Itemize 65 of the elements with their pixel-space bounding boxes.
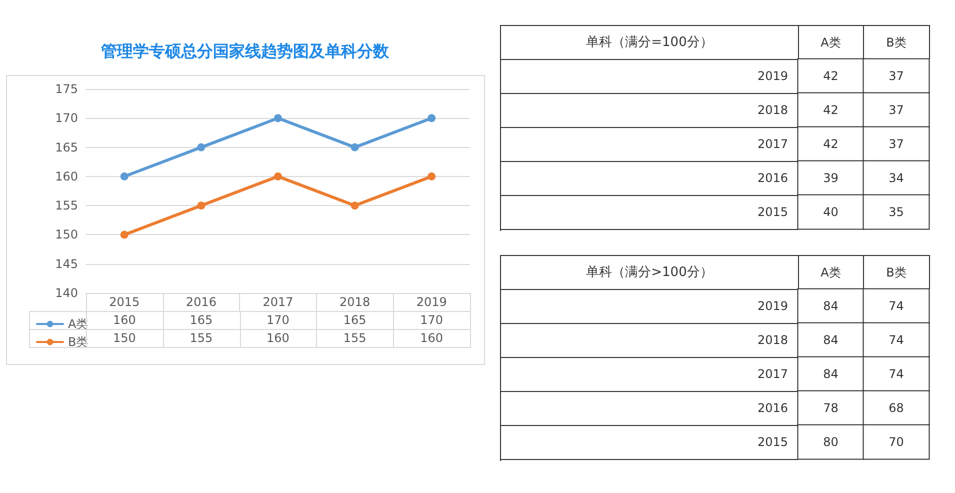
- x-tick-label: 2018: [340, 295, 370, 309]
- y-tick-label: 2018: [757, 333, 788, 347]
- x-tick-label: 2017: [262, 295, 294, 309]
- data-label: 42: [823, 103, 838, 117]
- data-label: 42: [823, 69, 838, 83]
- x-tick-label: 2015: [109, 295, 140, 309]
- data-label: 37: [888, 103, 904, 117]
- x-tick-label: 2019: [416, 295, 447, 309]
- point: [274, 172, 282, 180]
- data-label: 70: [888, 435, 904, 449]
- data-label: 160: [420, 330, 444, 347]
- data-label: 170: [266, 312, 290, 329]
- y-tick-label: 175: [55, 82, 78, 96]
- y-tick-label: 2016: [757, 401, 788, 415]
- data-label: 170: [420, 312, 444, 329]
- data-label: 39: [823, 171, 838, 185]
- data-label: 35: [888, 205, 904, 219]
- data-label: 74: [888, 299, 904, 313]
- y-tick-label: 170: [55, 111, 78, 126]
- y-tick-label: 2016: [757, 171, 788, 185]
- data-label: 34: [888, 171, 904, 185]
- data-label: 165: [190, 312, 213, 329]
- y-tick-label: 150: [55, 228, 78, 242]
- point: [120, 230, 128, 239]
- data-label: 155: [343, 330, 366, 347]
- data-label: 165: [343, 312, 366, 329]
- data-label: 155: [190, 330, 213, 347]
- point: [350, 202, 359, 210]
- y-tick-label: 2018: [757, 103, 788, 117]
- data-label: 42: [823, 137, 838, 151]
- y-tick-label: 140: [55, 286, 78, 300]
- point: [120, 172, 128, 180]
- y-tick-label: 155: [55, 198, 78, 213]
- point: [350, 143, 359, 152]
- data-label: 84: [823, 333, 838, 347]
- data-label: 78: [823, 401, 838, 415]
- point: [428, 114, 436, 122]
- data-label: 37: [888, 69, 904, 83]
- x-tick-label: 2016: [186, 295, 216, 309]
- y-tick-label: 2015: [757, 435, 788, 449]
- point: [428, 172, 436, 180]
- y-axis-title: 单科（满分>100分）: [586, 265, 713, 280]
- data-label: 84: [823, 367, 838, 381]
- y-tick-label: 2015: [757, 205, 788, 219]
- data-label: 37: [888, 137, 904, 151]
- data-label: 160: [112, 312, 136, 329]
- y-tick-label: 160: [55, 169, 78, 184]
- data-label: 74: [888, 367, 904, 381]
- data-label: 160: [266, 330, 290, 347]
- data-label: 150: [112, 330, 136, 347]
- data-label: 84: [823, 299, 838, 313]
- data-label: 80: [823, 435, 838, 449]
- y-tick-label: 2019: [757, 69, 788, 83]
- y-tick-label: 2017: [757, 367, 788, 381]
- point: [274, 114, 282, 122]
- chart-title: 管理学专硕总分国家线趋势图及单科分数: [100, 42, 390, 60]
- data-label: 74: [888, 333, 904, 347]
- data-label: 40: [823, 205, 838, 219]
- y-tick-label: 145: [55, 256, 78, 271]
- y-tick-label: 2017: [757, 137, 788, 151]
- data-label: 68: [888, 401, 904, 415]
- point: [197, 143, 206, 152]
- y-axis-title: 单科（满分=100分）: [586, 35, 713, 50]
- point: [197, 202, 206, 210]
- y-tick-label: 165: [55, 140, 78, 154]
